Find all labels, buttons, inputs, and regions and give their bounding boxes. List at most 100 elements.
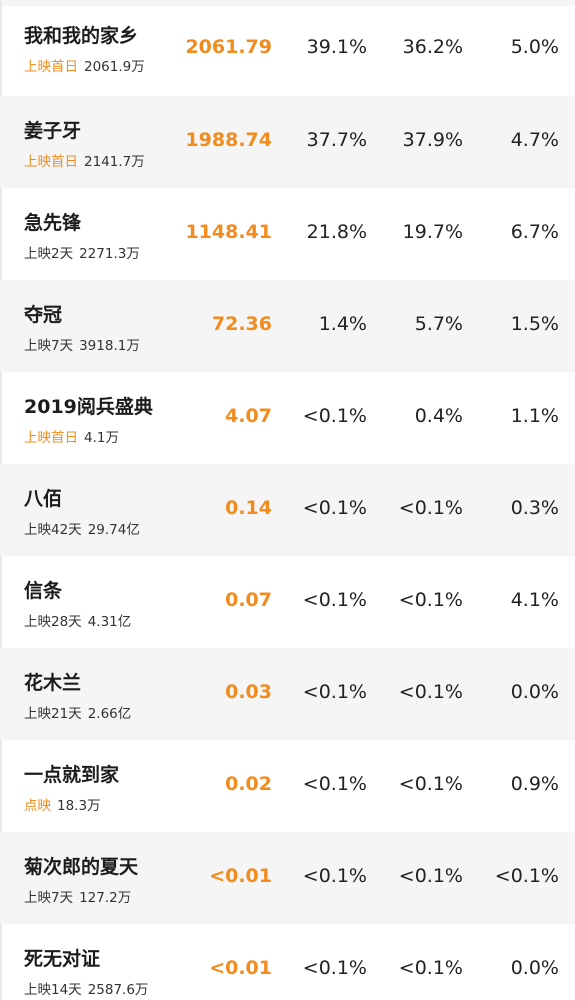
movie-title: 夺冠 xyxy=(24,304,63,326)
movie-subtitle: 上映7天 3918.1万 xyxy=(24,337,140,355)
attendance-rate: 1.1% xyxy=(510,405,559,427)
cumulative-box-office: 18.3万 xyxy=(57,798,101,814)
movie-row[interactable]: 花木兰 上映21天 2.66亿 0.03 <0.1% <0.1% 0.0% xyxy=(0,648,575,740)
movie-row[interactable]: 姜子牙 上映首日 2141.7万 1988.74 37.7% 37.9% 4.7% xyxy=(0,96,575,188)
cumulative-box-office: 4.1万 xyxy=(84,430,119,446)
cumulative-box-office: 4.31亿 xyxy=(87,614,132,630)
movie-row[interactable]: 夺冠 上映7天 3918.1万 72.36 1.4% 5.7% 1.5% xyxy=(0,280,575,372)
movie-row[interactable]: 急先锋 上映2天 2271.3万 1148.41 21.8% 19.7% 6.7% xyxy=(0,188,575,280)
movie-title: 急先锋 xyxy=(24,212,82,234)
movie-title: 菊次郎的夏天 xyxy=(24,856,139,878)
release-status: 上映28天 xyxy=(24,614,82,630)
movie-row[interactable]: 我和我的家乡 上映首日 2061.9万 2061.79 39.1% 36.2% 5… xyxy=(0,6,575,96)
screening-share: 36.2% xyxy=(402,36,463,58)
attendance-rate: <0.1% xyxy=(494,865,559,887)
movie-row[interactable]: 信条 上映28天 4.31亿 0.07 <0.1% <0.1% 4.1% xyxy=(0,556,575,648)
screening-share: <0.1% xyxy=(398,589,463,611)
movie-subtitle: 上映7天 127.2万 xyxy=(24,889,131,907)
box-office-share: <0.1% xyxy=(302,497,367,519)
release-status: 上映首日 xyxy=(24,154,78,170)
attendance-rate: 1.5% xyxy=(510,313,559,335)
attendance-rate: 0.3% xyxy=(510,497,559,519)
screening-share: 37.9% xyxy=(402,129,463,151)
realtime-box-office: 0.02 xyxy=(225,773,272,795)
box-office-share: <0.1% xyxy=(302,865,367,887)
movie-row[interactable]: 2019阅兵盛典 上映首日 4.1万 4.07 <0.1% 0.4% 1.1% xyxy=(0,372,575,464)
box-office-share: <0.1% xyxy=(302,405,367,427)
box-office-share: <0.1% xyxy=(302,957,367,979)
cumulative-box-office: 127.2万 xyxy=(79,890,132,906)
screening-share: <0.1% xyxy=(398,497,463,519)
box-office-share: 39.1% xyxy=(306,36,367,58)
movie-subtitle: 上映首日 2061.9万 xyxy=(24,58,145,76)
box-office-share: <0.1% xyxy=(302,589,367,611)
movie-subtitle: 上映14天 2587.6万 xyxy=(24,981,148,999)
realtime-box-office: 1148.41 xyxy=(185,221,272,243)
release-status: 上映7天 xyxy=(24,338,74,354)
release-status: 点映 xyxy=(24,798,51,814)
movie-subtitle: 上映28天 4.31亿 xyxy=(24,613,131,631)
screening-share: <0.1% xyxy=(398,681,463,703)
movie-subtitle: 点映 18.3万 xyxy=(24,797,101,815)
screening-share: <0.1% xyxy=(398,865,463,887)
screening-share: <0.1% xyxy=(398,957,463,979)
realtime-box-office: 4.07 xyxy=(225,405,272,427)
attendance-rate: 0.0% xyxy=(510,681,559,703)
realtime-box-office: 72.36 xyxy=(211,313,272,335)
release-status: 上映14天 xyxy=(24,982,82,998)
movie-subtitle: 上映首日 2141.7万 xyxy=(24,153,145,171)
movie-title: 我和我的家乡 xyxy=(24,25,139,47)
cumulative-box-office: 29.74亿 xyxy=(87,522,140,538)
realtime-box-office: 0.03 xyxy=(225,681,272,703)
box-office-share: 21.8% xyxy=(306,221,367,243)
cumulative-box-office: 2.66亿 xyxy=(87,706,132,722)
cumulative-box-office: 2271.3万 xyxy=(79,246,140,262)
attendance-rate: 6.7% xyxy=(510,221,559,243)
attendance-rate: 0.9% xyxy=(510,773,559,795)
attendance-rate: 5.0% xyxy=(510,36,559,58)
attendance-rate: 4.7% xyxy=(510,129,559,151)
screening-share: <0.1% xyxy=(398,773,463,795)
release-status: 上映首日 xyxy=(24,59,78,75)
movie-subtitle: 上映2天 2271.3万 xyxy=(24,245,140,263)
movie-row[interactable]: 八佰 上映42天 29.74亿 0.14 <0.1% <0.1% 0.3% xyxy=(0,464,575,556)
movie-list: 我和我的家乡 上映首日 2061.9万 2061.79 39.1% 36.2% 5… xyxy=(0,6,575,1000)
screening-share: 0.4% xyxy=(414,405,463,427)
movie-title: 信条 xyxy=(24,580,63,602)
movie-title: 2019阅兵盛典 xyxy=(24,396,153,418)
box-office-share: <0.1% xyxy=(302,681,367,703)
box-office-share: 37.7% xyxy=(306,129,367,151)
movie-row[interactable]: 死无对证 上映14天 2587.6万 <0.01 <0.1% <0.1% 0.0% xyxy=(0,924,575,1000)
release-status: 上映2天 xyxy=(24,246,74,262)
realtime-box-office: 0.07 xyxy=(225,589,272,611)
top-strip xyxy=(0,0,575,6)
release-status: 上映42天 xyxy=(24,522,82,538)
cumulative-box-office: 2587.6万 xyxy=(87,982,149,998)
attendance-rate: 4.1% xyxy=(510,589,559,611)
release-status: 上映首日 xyxy=(24,430,78,446)
realtime-box-office: <0.01 xyxy=(209,865,272,887)
realtime-box-office: 2061.79 xyxy=(185,36,272,58)
movie-title: 死无对证 xyxy=(24,948,101,970)
cumulative-box-office: 3918.1万 xyxy=(79,338,140,354)
box-office-share: <0.1% xyxy=(302,773,367,795)
release-status: 上映21天 xyxy=(24,706,82,722)
movie-title: 八佰 xyxy=(24,488,63,510)
attendance-rate: 0.0% xyxy=(510,957,559,979)
box-office-share: 1.4% xyxy=(318,313,367,335)
realtime-box-office: 0.14 xyxy=(225,497,272,519)
release-status: 上映7天 xyxy=(24,890,74,906)
movie-subtitle: 上映21天 2.66亿 xyxy=(24,705,131,723)
movie-row[interactable]: 一点就到家 点映 18.3万 0.02 <0.1% <0.1% 0.9% xyxy=(0,740,575,832)
movie-subtitle: 上映42天 29.74亿 xyxy=(24,521,140,539)
cumulative-box-office: 2141.7万 xyxy=(84,154,145,170)
movie-row[interactable]: 菊次郎的夏天 上映7天 127.2万 <0.01 <0.1% <0.1% <0.1… xyxy=(0,832,575,924)
screening-share: 19.7% xyxy=(402,221,463,243)
realtime-box-office: <0.01 xyxy=(209,957,272,979)
movie-title: 一点就到家 xyxy=(24,764,120,786)
screening-share: 5.7% xyxy=(414,313,463,335)
movie-title: 花木兰 xyxy=(24,672,82,694)
movie-subtitle: 上映首日 4.1万 xyxy=(24,429,119,447)
cumulative-box-office: 2061.9万 xyxy=(84,59,145,75)
